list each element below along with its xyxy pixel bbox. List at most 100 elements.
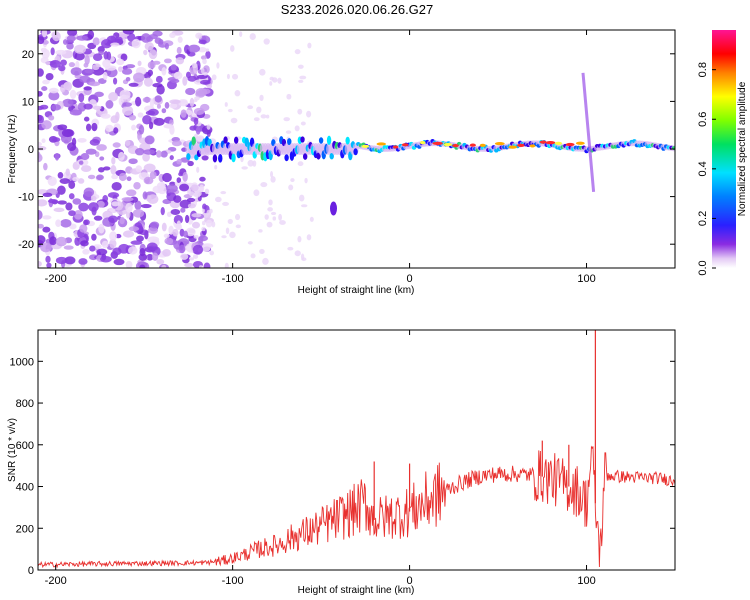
noise-blob — [250, 253, 256, 259]
signal-cell — [284, 154, 289, 162]
noise-blob — [125, 76, 131, 82]
noise-blob — [189, 97, 195, 108]
noise-blob — [93, 215, 103, 221]
noise-blob — [161, 108, 167, 114]
noise-blob — [77, 178, 85, 184]
noise-blob — [235, 224, 241, 229]
noise-blob — [258, 229, 263, 233]
noise-blob — [128, 114, 137, 121]
signal-peak — [361, 144, 370, 148]
noise-blob — [83, 116, 90, 122]
noise-blob — [285, 130, 292, 134]
noise-blob — [147, 194, 159, 205]
noise-blob — [300, 121, 306, 126]
noise-blob — [263, 38, 270, 45]
colorbar-tick-label: 0.6 — [697, 112, 709, 127]
noise-blob — [105, 100, 114, 109]
noise-blob — [78, 93, 85, 103]
noise-blob — [142, 191, 148, 200]
signal-peak — [545, 141, 556, 145]
noise-blob — [48, 115, 55, 121]
noise-blob — [186, 197, 196, 203]
noise-blob — [76, 35, 88, 41]
spectrogram-marks — [38, 30, 675, 268]
noise-blob — [176, 177, 182, 184]
noise-blob — [199, 176, 206, 182]
noise-blob — [270, 176, 276, 183]
spectrogram-y-axis-label: Frequency (Hz) — [7, 115, 18, 184]
signal-cell — [302, 153, 308, 160]
noise-blob — [187, 160, 194, 167]
noise-blob — [57, 171, 64, 179]
noise-blob — [163, 233, 170, 238]
noise-blob — [78, 258, 88, 265]
noise-blob — [298, 79, 304, 83]
noise-blob — [170, 209, 181, 216]
noise-blob — [189, 257, 194, 261]
noise-blob — [247, 241, 253, 245]
noise-blob — [118, 151, 125, 161]
noise-blob — [192, 221, 201, 229]
snr-plot-area — [38, 330, 675, 570]
noise-blob — [164, 42, 169, 50]
noise-blob — [92, 64, 100, 71]
signal-cell — [671, 146, 675, 151]
noise-blob — [138, 124, 145, 135]
noise-blob — [84, 219, 90, 226]
noise-blob — [49, 236, 57, 246]
signal-peak — [443, 142, 453, 147]
noise-blob — [299, 75, 307, 80]
noise-blob — [87, 174, 96, 180]
noise-blob — [38, 146, 47, 151]
noise-blob — [125, 202, 133, 213]
noise-blob — [118, 66, 123, 72]
noise-blob — [201, 155, 209, 161]
noise-blob — [179, 183, 190, 192]
noise-blob — [136, 235, 144, 242]
colorbar-tick-label: 0.2 — [697, 211, 709, 226]
noise-blob — [196, 74, 208, 79]
noise-blob — [294, 49, 301, 55]
noise-blob — [63, 245, 74, 250]
noise-blob — [180, 109, 187, 118]
noise-blob — [127, 246, 138, 255]
snr-y-tick-label: 400 — [16, 482, 34, 494]
noise-blob — [79, 75, 91, 83]
noise-blob — [47, 176, 57, 187]
spectrogram-x-tick-label: -100 — [222, 273, 244, 285]
noise-blob — [154, 95, 162, 103]
noise-blob — [111, 174, 119, 180]
signal-peak — [539, 140, 547, 144]
noise-blob — [55, 49, 67, 55]
noise-blob — [120, 53, 128, 62]
noise-blob — [222, 201, 229, 206]
noise-blob — [100, 113, 111, 119]
noise-blob — [133, 72, 145, 83]
noise-blob — [166, 211, 172, 218]
noise-blob — [108, 215, 118, 224]
signal-cell — [212, 154, 218, 163]
noise-blob — [184, 214, 190, 224]
noise-blob — [203, 71, 208, 76]
noise-blob — [201, 208, 205, 213]
noise-blob — [78, 160, 84, 165]
noise-blob — [68, 210, 76, 217]
noise-blob — [172, 228, 179, 237]
noise-blob — [61, 128, 74, 138]
noise-blob — [82, 249, 90, 255]
noise-blob — [156, 150, 162, 158]
noise-blob — [266, 221, 273, 228]
noise-blob — [122, 30, 135, 35]
signal-peak — [517, 143, 525, 147]
noise-blob — [51, 104, 61, 111]
noise-blob — [198, 88, 211, 95]
noise-blob — [45, 255, 51, 264]
noise-blob — [143, 49, 148, 56]
noise-blob — [169, 99, 181, 105]
noise-blob — [80, 153, 90, 161]
noise-blob — [89, 138, 100, 146]
signal-peak — [508, 145, 518, 149]
noise-blob — [83, 103, 93, 110]
noise-blob — [105, 124, 114, 132]
noise-blob — [121, 102, 133, 107]
